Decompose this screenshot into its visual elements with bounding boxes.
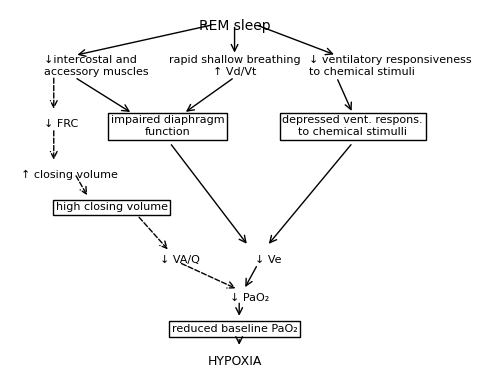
Text: reduced baseline PaO₂: reduced baseline PaO₂ [172, 324, 298, 334]
Text: ↓ VA/Q: ↓ VA/Q [160, 255, 200, 265]
Text: HYPOXIA: HYPOXIA [208, 355, 262, 368]
Text: ↓ PaO₂: ↓ PaO₂ [230, 293, 269, 303]
Text: ↑ closing volume: ↑ closing volume [22, 170, 118, 180]
Text: ↓ ventilatory responsiveness
to chemical stimuli: ↓ ventilatory responsiveness to chemical… [308, 56, 472, 77]
Text: impaired diaphragm
function: impaired diaphragm function [110, 115, 224, 137]
Text: high closing volume: high closing volume [56, 203, 168, 213]
Text: ↓ FRC: ↓ FRC [44, 119, 78, 129]
Text: rapid shallow breathing
↑ Vd/Vt: rapid shallow breathing ↑ Vd/Vt [169, 56, 300, 77]
Text: depressed vent. respons.
to chemical stimulli: depressed vent. respons. to chemical sti… [282, 115, 423, 137]
Text: ↓intercostal and
accessory muscles: ↓intercostal and accessory muscles [44, 56, 149, 77]
Text: REM sleep: REM sleep [199, 19, 270, 33]
Text: ↓ Ve: ↓ Ve [256, 255, 282, 265]
